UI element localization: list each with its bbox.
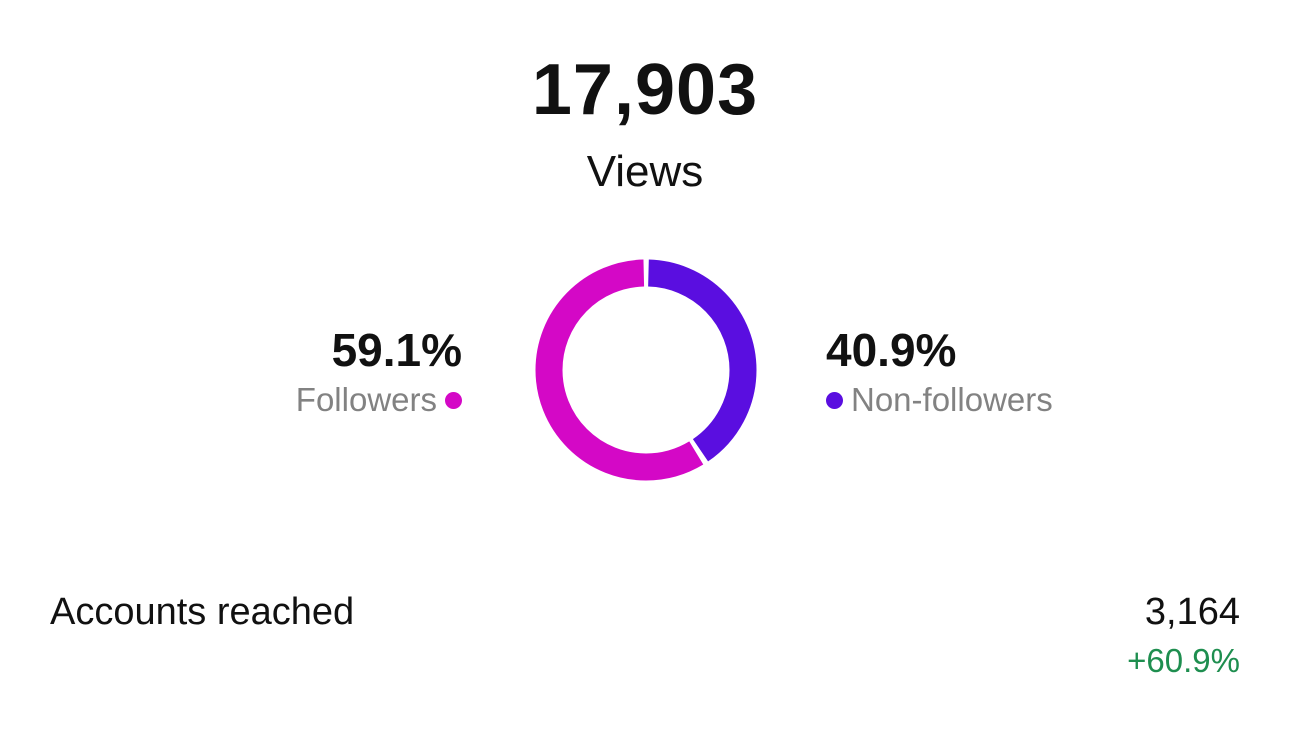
audience-donut-chart bbox=[535, 259, 757, 481]
non-followers-label: Non-followers bbox=[851, 381, 1053, 418]
views-total: 17,903 bbox=[531, 50, 759, 130]
followers-legend: 59.1% Followers bbox=[296, 322, 462, 422]
followers-percent: 59.1% bbox=[331, 324, 462, 376]
non-followers-legend: 40.9% Non-followers bbox=[826, 322, 1053, 422]
accounts-reached-change: +60.9% bbox=[1127, 642, 1240, 679]
accounts-reached-label: Accounts reached bbox=[50, 591, 355, 633]
followers-dot-icon bbox=[445, 391, 462, 409]
followers-label: Followers bbox=[295, 381, 437, 418]
views-label: Views bbox=[586, 147, 704, 196]
non-followers-percent: 40.9% bbox=[826, 324, 957, 376]
donut-segment-non-followers bbox=[535, 259, 757, 481]
non-followers-dot-icon bbox=[826, 391, 843, 409]
accounts-reached-value: 3,164 bbox=[1144, 591, 1240, 633]
donut-segment-followers bbox=[535, 259, 757, 481]
